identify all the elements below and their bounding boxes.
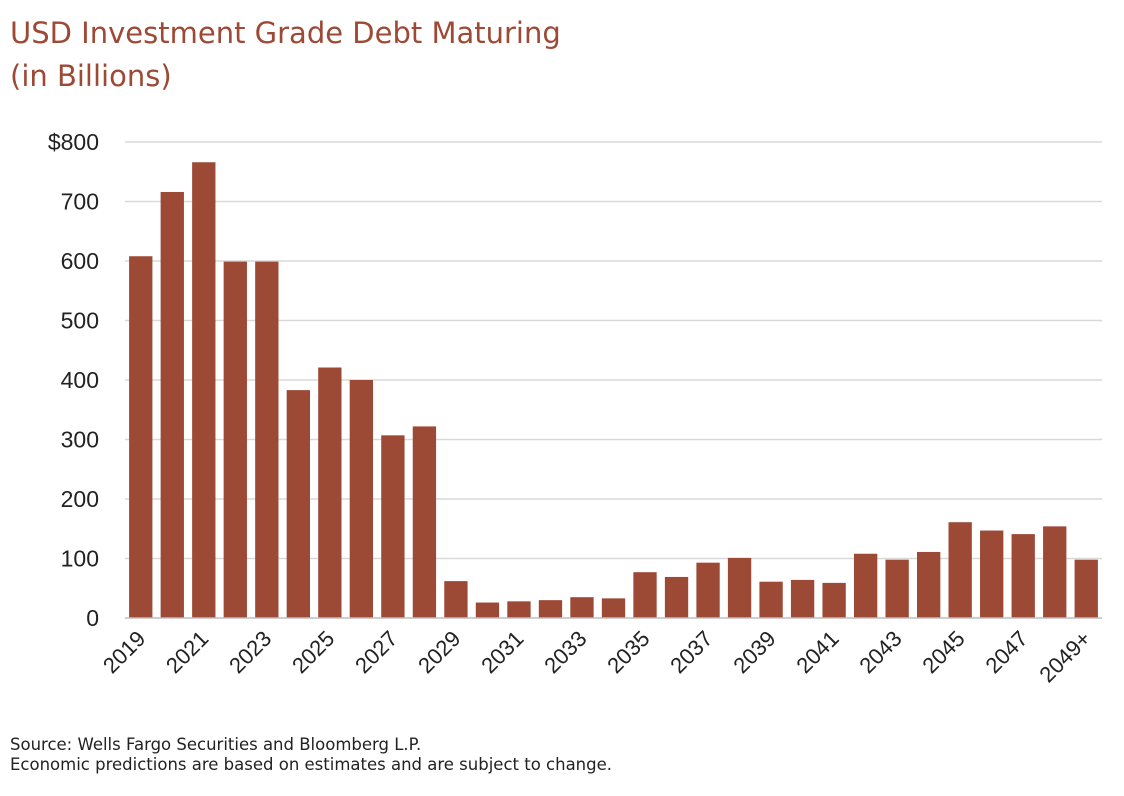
bar — [286, 390, 310, 618]
y-tick-label: 500 — [61, 308, 99, 334]
bar — [696, 562, 720, 618]
x-tick-label: 2031 — [476, 626, 528, 678]
y-tick-label: 600 — [61, 248, 99, 274]
x-tick-label: 2027 — [350, 626, 402, 678]
bar — [885, 559, 909, 618]
chart-footer: Source: Wells Fargo Securities and Bloom… — [10, 735, 612, 775]
x-tick-label: 2035 — [602, 626, 654, 678]
x-tick-label: 2045 — [917, 626, 969, 678]
x-tick-label: 2049+ — [1034, 626, 1095, 687]
bar — [601, 598, 626, 618]
chart-title: USD Investment Grade Debt Maturing — [10, 16, 561, 50]
x-tick-label: 2047 — [980, 626, 1032, 678]
bar — [570, 597, 594, 618]
y-tick-label: $800 — [48, 129, 99, 155]
disclaimer-note: Economic predictions are based on estima… — [10, 755, 613, 774]
y-tick-label: 200 — [61, 486, 99, 512]
bar — [129, 256, 153, 618]
x-tick-label: 2033 — [539, 626, 591, 678]
y-tick-label: 400 — [61, 367, 99, 393]
chart-subtitle: (in Billions) — [10, 59, 172, 93]
bar — [822, 582, 846, 618]
bar — [917, 551, 941, 618]
bar — [444, 581, 468, 618]
bar — [192, 162, 216, 619]
bar — [160, 191, 184, 619]
bar — [633, 572, 657, 618]
bar — [980, 530, 1004, 618]
bar — [948, 522, 972, 618]
y-tick-label: 100 — [61, 546, 99, 572]
bar — [349, 380, 374, 618]
chart-title-block: USD Investment Grade Debt Maturing (in B… — [10, 12, 561, 98]
x-tick-label: 2043 — [854, 626, 906, 678]
bar — [255, 261, 279, 618]
bar — [853, 553, 878, 618]
bar — [759, 581, 783, 618]
x-tick-label: 2023 — [224, 626, 276, 678]
y-tick-label: 300 — [61, 427, 99, 453]
bar — [727, 557, 752, 618]
bar — [507, 601, 531, 618]
x-tick-label: 2019 — [98, 626, 150, 678]
y-tick-label: 700 — [61, 189, 99, 215]
bar — [538, 600, 563, 618]
bar — [664, 576, 689, 618]
bar — [1011, 534, 1035, 618]
x-tick-label: 2029 — [413, 626, 465, 678]
bar — [1074, 559, 1098, 618]
source-note: Source: Wells Fargo Securities and Bloom… — [10, 735, 422, 754]
x-tick-label: 2041 — [791, 626, 843, 678]
x-tick-label: 2039 — [728, 626, 780, 678]
bar — [318, 367, 342, 618]
bar — [1043, 526, 1067, 618]
y-tick-label: 0 — [86, 605, 99, 631]
x-tick-label: 2037 — [665, 626, 717, 678]
x-tick-label: 2021 — [161, 626, 213, 678]
bar — [412, 426, 437, 618]
bar — [223, 261, 247, 618]
bar — [475, 602, 500, 618]
bar — [790, 579, 815, 618]
x-tick-label: 2025 — [287, 626, 339, 678]
bar — [381, 435, 405, 618]
